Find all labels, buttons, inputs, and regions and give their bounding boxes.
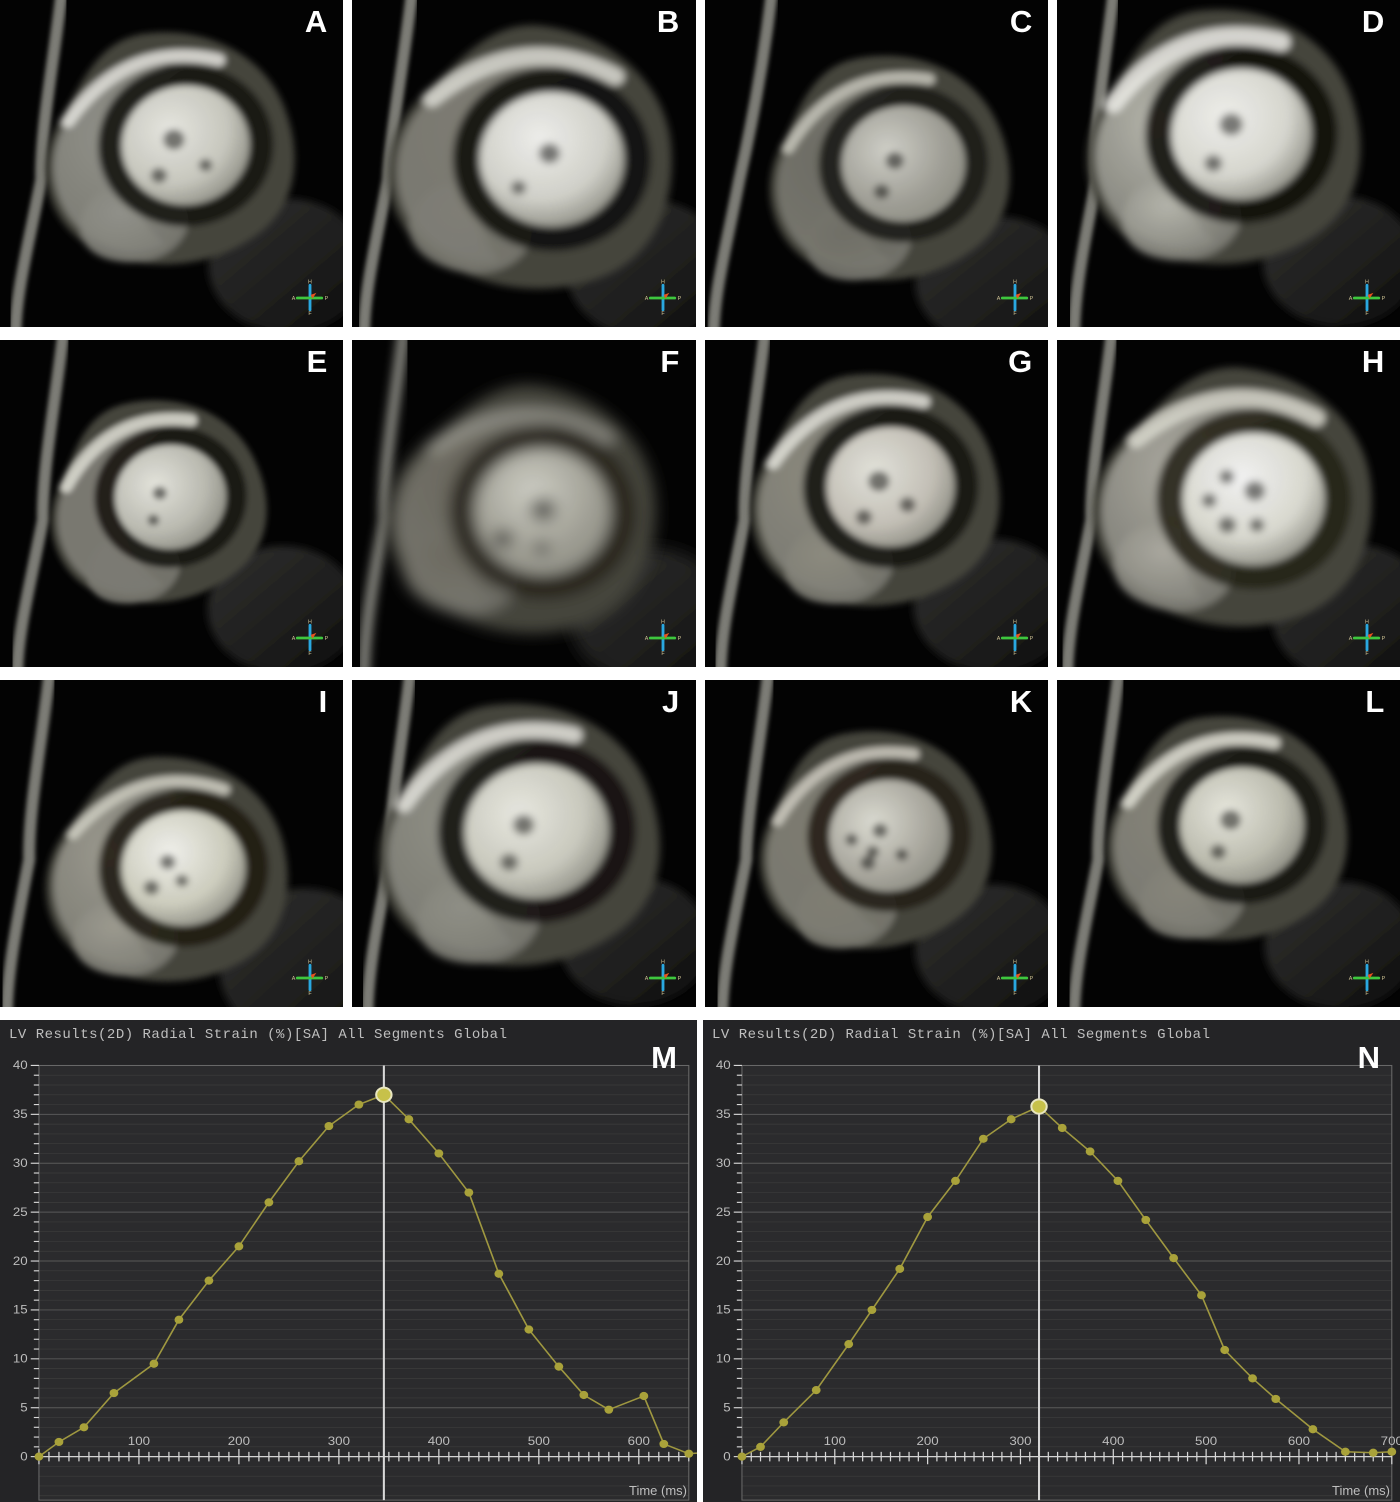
svg-text:15: 15: [13, 1302, 28, 1316]
svg-text:300: 300: [328, 1434, 350, 1448]
svg-text:40: 40: [13, 1058, 28, 1072]
svg-text:25: 25: [716, 1204, 731, 1218]
svg-text:H: H: [1365, 619, 1369, 625]
svg-text:20: 20: [716, 1253, 731, 1267]
svg-text:H: H: [661, 959, 665, 965]
svg-text:P: P: [677, 636, 681, 642]
svg-text:700: 700: [1381, 1434, 1400, 1448]
svg-text:H: H: [308, 279, 312, 285]
svg-text:A: A: [1349, 976, 1353, 982]
svg-text:A: A: [292, 296, 296, 302]
svg-text:H: H: [1365, 959, 1369, 965]
svg-text:P: P: [325, 636, 329, 642]
svg-text:F: F: [309, 991, 313, 997]
svg-text:A: A: [644, 976, 648, 982]
svg-text:100: 100: [824, 1434, 846, 1448]
svg-text:H: H: [308, 959, 312, 965]
svg-text:400: 400: [428, 1434, 450, 1448]
svg-text:P: P: [1382, 296, 1386, 302]
svg-text:40: 40: [716, 1058, 731, 1072]
svg-text:0: 0: [723, 1449, 730, 1463]
svg-text:A: A: [292, 636, 296, 642]
svg-text:F: F: [1365, 991, 1369, 997]
svg-text:A: A: [996, 976, 1000, 982]
svg-text:10: 10: [716, 1351, 731, 1365]
svg-text:A: A: [1349, 636, 1353, 642]
svg-text:30: 30: [13, 1155, 28, 1169]
svg-text:P: P: [1382, 636, 1386, 642]
svg-text:P: P: [325, 296, 329, 302]
svg-text:5: 5: [723, 1400, 730, 1414]
svg-text:5: 5: [20, 1400, 27, 1414]
svg-text:F: F: [1013, 651, 1017, 657]
svg-text:10: 10: [13, 1351, 28, 1365]
svg-text:25: 25: [13, 1204, 28, 1218]
svg-text:F: F: [1365, 311, 1369, 317]
svg-text:F: F: [661, 651, 665, 657]
svg-text:H: H: [661, 279, 665, 285]
svg-text:A: A: [644, 296, 648, 302]
svg-text:A: A: [644, 636, 648, 642]
svg-text:35: 35: [13, 1107, 28, 1121]
svg-text:600: 600: [1288, 1434, 1310, 1448]
svg-text:H: H: [661, 619, 665, 625]
svg-text:H: H: [1013, 279, 1017, 285]
svg-text:20: 20: [13, 1253, 28, 1267]
svg-text:P: P: [677, 976, 681, 982]
svg-text:F: F: [661, 991, 665, 997]
svg-text:30: 30: [716, 1155, 731, 1169]
svg-text:100: 100: [128, 1434, 150, 1448]
svg-text:F: F: [661, 311, 665, 317]
svg-text:F: F: [309, 651, 313, 657]
svg-text:F: F: [1013, 311, 1017, 317]
svg-text:A: A: [1349, 296, 1353, 302]
svg-text:P: P: [677, 296, 681, 302]
svg-text:200: 200: [228, 1434, 250, 1448]
svg-text:P: P: [1029, 636, 1033, 642]
svg-text:F: F: [309, 311, 313, 317]
svg-text:F: F: [1013, 991, 1017, 997]
svg-text:P: P: [1029, 976, 1033, 982]
svg-text:A: A: [996, 636, 1000, 642]
svg-text:0: 0: [20, 1449, 27, 1463]
svg-text:15: 15: [716, 1302, 731, 1316]
svg-text:H: H: [1365, 279, 1369, 285]
svg-text:A: A: [996, 296, 1000, 302]
svg-text:F: F: [1365, 651, 1369, 657]
svg-text:35: 35: [716, 1107, 731, 1121]
svg-text:H: H: [1013, 959, 1017, 965]
svg-text:300: 300: [1009, 1434, 1031, 1448]
svg-text:500: 500: [1195, 1434, 1217, 1448]
svg-text:400: 400: [1102, 1434, 1124, 1448]
svg-text:P: P: [1029, 296, 1033, 302]
svg-text:600: 600: [628, 1434, 650, 1448]
svg-text:P: P: [325, 976, 329, 982]
svg-text:H: H: [308, 619, 312, 625]
svg-text:H: H: [1013, 619, 1017, 625]
svg-text:P: P: [1382, 976, 1386, 982]
svg-text:A: A: [292, 976, 296, 982]
svg-text:200: 200: [917, 1434, 939, 1448]
svg-text:500: 500: [528, 1434, 550, 1448]
